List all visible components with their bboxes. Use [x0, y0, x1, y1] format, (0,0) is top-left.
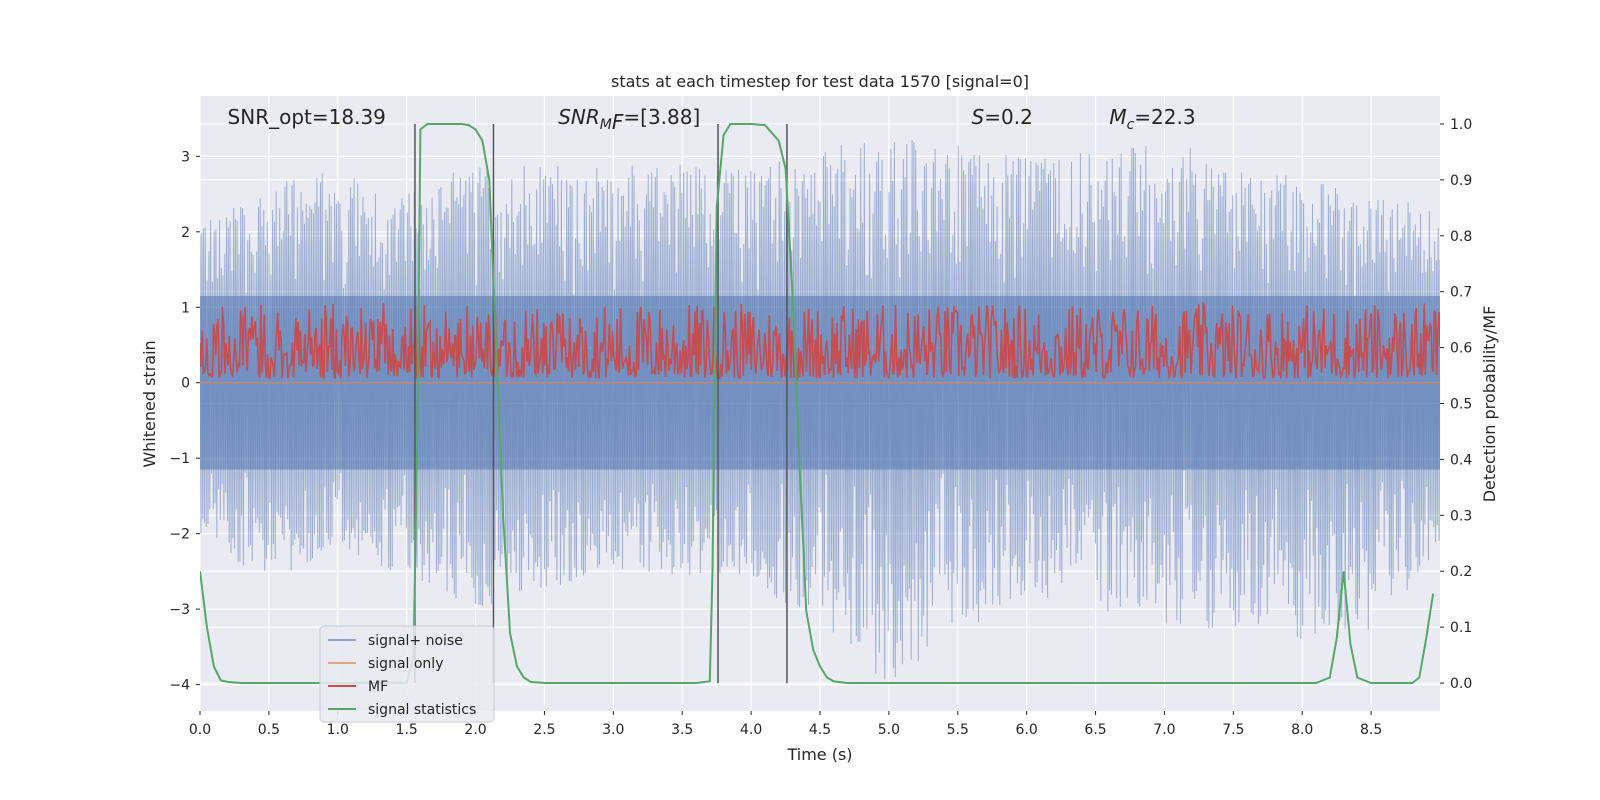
y-tick-label-0: −4	[169, 678, 190, 694]
y2-axis-label: Detection probability/MF	[1480, 306, 1499, 503]
y-axis-label: Whitened strain	[140, 340, 159, 467]
legend-box	[319, 625, 495, 723]
x-tick-label-2: 1.0	[327, 722, 349, 738]
x-tick-label-16: 8.0	[1291, 722, 1313, 738]
y-tick-label-5: 1	[181, 300, 190, 316]
x-tick-label-12: 6.0	[1016, 722, 1038, 738]
x-tick-label-14: 7.0	[1153, 722, 1175, 738]
legend-label-signal-noise: signal+ noise	[368, 633, 463, 649]
y2-tick-label-7: 0.7	[1450, 285, 1472, 301]
annotation-0: SNR_opt=18.39	[228, 105, 386, 129]
y2-tick-label-4: 0.4	[1450, 452, 1472, 468]
y2-axis-ticks: 0.0 0.1 0.2 0.3 0.4 0.5 0.6 0.7 0.8 0.9 1.0	[1440, 117, 1472, 692]
x-tick-label-13: 6.5	[1084, 722, 1106, 738]
y2-tick-label-8: 0.8	[1450, 229, 1472, 245]
x-tick-label-4: 2.0	[464, 722, 486, 738]
y2-tick-label-9: 0.9	[1450, 173, 1472, 189]
annotations: SNR_opt=18.39 SNRMF=[3.88] S=0.2 Mc=22.3	[228, 105, 1196, 134]
x-tick-label-0: 0.0	[189, 722, 211, 738]
noise-trace	[200, 140, 1440, 680]
y-tick-label-7: 3	[181, 149, 190, 165]
x-tick-label-10: 5.0	[878, 722, 900, 738]
y-axis-ticks: −4 −3 −2 −1 0 1 2 3	[169, 149, 200, 694]
x-tick-label-15: 7.5	[1222, 722, 1244, 738]
y-tick-label-4: 0	[181, 376, 190, 392]
series-signal-statistics	[200, 123, 1435, 684]
y2-tick-label-1: 0.1	[1450, 620, 1472, 636]
y2-tick-label-3: 0.3	[1450, 508, 1472, 524]
annotation-3: Mc=22.3	[1109, 105, 1195, 133]
legend-label-signal-statistics: signal statistics	[368, 702, 476, 718]
series-mf	[200, 301, 1440, 382]
y2-tick-label-2: 0.2	[1450, 564, 1472, 580]
y2-tick-label-5: 0.5	[1450, 397, 1472, 413]
x-tick-label-3: 1.5	[396, 722, 418, 738]
x-tick-label-17: 8.5	[1360, 722, 1382, 738]
legend: signal+ noise signal only MF signal stat…	[319, 625, 495, 723]
y2-tick-label-6: 0.6	[1450, 341, 1472, 357]
x-tick-label-9: 4.5	[809, 722, 831, 738]
y-tick-label-6: 2	[181, 225, 190, 241]
annotation-1: SNRMF=[3.88]	[558, 105, 700, 134]
y-tick-label-2: −2	[169, 527, 190, 543]
x-tick-label-7: 3.5	[671, 722, 693, 738]
y-tick-label-3: −1	[169, 451, 190, 467]
x-tick-label-1: 0.5	[258, 722, 280, 738]
legend-label-mf: MF	[368, 679, 388, 695]
x-tick-label-8: 4.0	[740, 722, 762, 738]
x-axis-label: Time (s)	[786, 745, 852, 764]
annotation-2: S=0.2	[972, 105, 1033, 129]
x-tick-label-6: 3.0	[602, 722, 624, 738]
y2-tick-label-0: 0.0	[1450, 676, 1472, 692]
x-axis-ticks: 0.0 0.5 1.0 1.5 2.0 2.5 3.0 3.5 4.0 4.5 5.0 5.5 6.0 6…	[189, 711, 1382, 738]
x-tick-label-5: 2.5	[533, 722, 555, 738]
signal-statistics-line	[200, 123, 1435, 684]
vertical-markers	[414, 123, 788, 684]
y-tick-label-1: −3	[169, 602, 190, 618]
legend-label-signal-only: signal only	[368, 656, 443, 672]
chart-title: stats at each timestep for test data 157…	[611, 72, 1029, 91]
mf-line	[200, 301, 1440, 382]
x-tick-label-11: 5.5	[947, 722, 969, 738]
y2-tick-label-10: 1.0	[1450, 117, 1472, 133]
